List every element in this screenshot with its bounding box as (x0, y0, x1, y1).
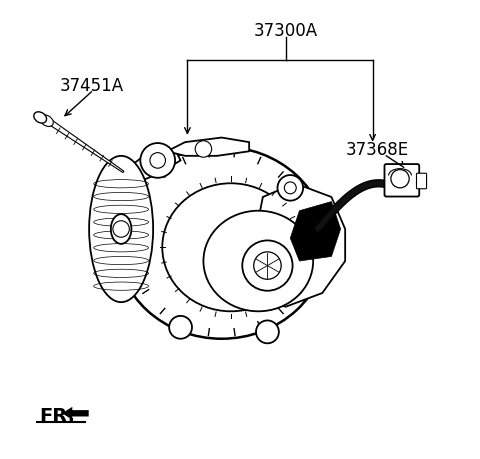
Polygon shape (167, 138, 249, 157)
Text: 37300A: 37300A (253, 22, 318, 40)
Circle shape (140, 144, 175, 179)
Text: FR.: FR. (39, 406, 75, 425)
Ellipse shape (89, 157, 153, 302)
Ellipse shape (117, 147, 327, 339)
Circle shape (113, 221, 129, 238)
Polygon shape (249, 184, 345, 307)
Circle shape (391, 170, 409, 189)
Polygon shape (47, 119, 124, 173)
FancyBboxPatch shape (417, 174, 427, 190)
Circle shape (169, 316, 192, 339)
Ellipse shape (40, 116, 53, 127)
Text: 37368E: 37368E (346, 140, 409, 159)
Polygon shape (126, 152, 180, 184)
Ellipse shape (34, 112, 47, 124)
FancyBboxPatch shape (384, 165, 419, 197)
Ellipse shape (111, 215, 132, 244)
Circle shape (254, 252, 281, 280)
Circle shape (284, 183, 296, 194)
Text: 37451A: 37451A (60, 77, 123, 95)
Circle shape (242, 241, 293, 291)
Circle shape (195, 141, 212, 158)
Ellipse shape (162, 184, 300, 312)
Polygon shape (290, 202, 341, 262)
Ellipse shape (204, 211, 313, 312)
Circle shape (150, 153, 166, 169)
Circle shape (277, 176, 303, 201)
Circle shape (256, 321, 279, 343)
